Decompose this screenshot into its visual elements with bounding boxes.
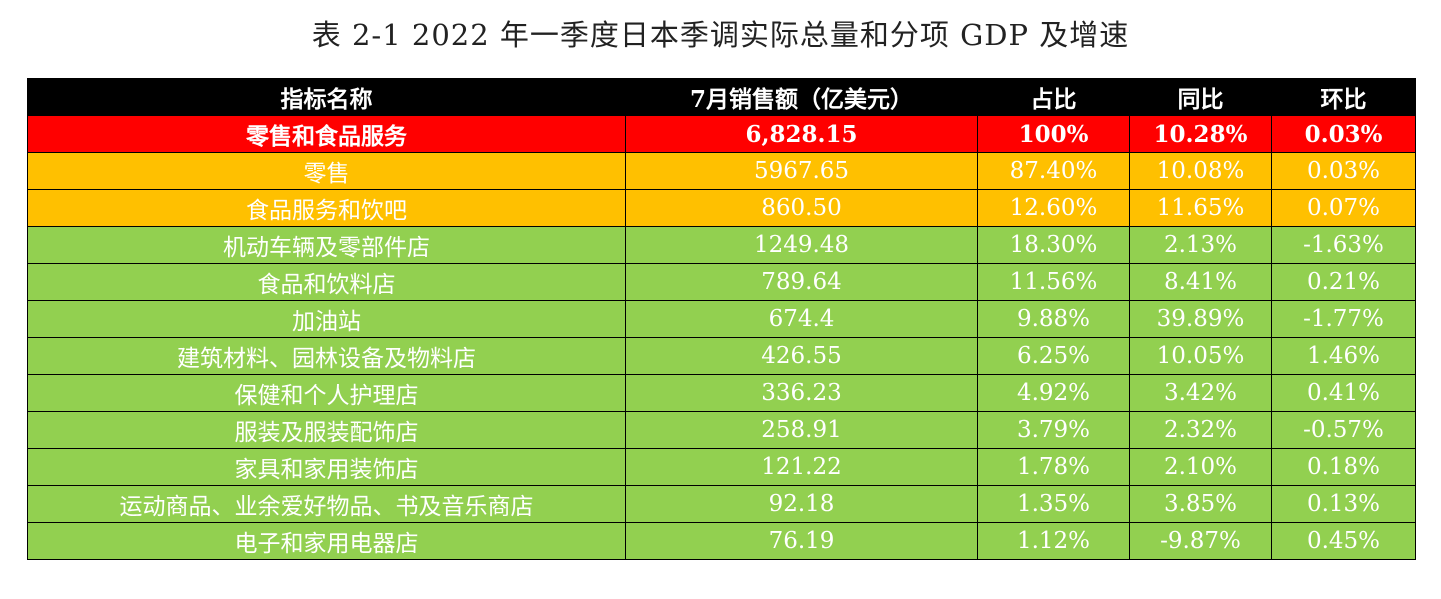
cell-name: 加油站	[27, 300, 626, 338]
cell-name: 零售	[27, 152, 626, 190]
cell-sales: 336.23	[625, 374, 978, 412]
cell-yoy: 8.41%	[1129, 263, 1272, 301]
cell-name: 食品和饮料店	[27, 263, 626, 301]
cell-share: 87.40%	[977, 152, 1130, 190]
cell-name: 电子和家用电器店	[27, 522, 626, 560]
cell-share: 100%	[977, 115, 1130, 153]
cell-name: 服装及服装配饰店	[27, 411, 626, 449]
cell-mom: 0.13%	[1271, 485, 1416, 523]
cell-share: 12.60%	[977, 189, 1130, 227]
cell-share: 9.88%	[977, 300, 1130, 338]
cell-yoy: -9.87%	[1129, 522, 1272, 560]
cell-name: 食品服务和饮吧	[27, 189, 626, 227]
cell-sales: 6,828.15	[625, 115, 978, 153]
table-row: 运动商品、业余爱好物品、书及音乐商店 92.18 1.35% 3.85% 0.1…	[27, 485, 1416, 523]
cell-yoy: 3.85%	[1129, 485, 1272, 523]
cell-sales: 92.18	[625, 485, 978, 523]
cell-name: 零售和食品服务	[27, 115, 626, 153]
cell-yoy: 10.05%	[1129, 337, 1272, 375]
table-caption: 表 2-1 2022 年一季度日本季调实际总量和分项 GDP 及增速	[311, 18, 1130, 52]
cell-sales: 1249.48	[625, 226, 978, 264]
cell-yoy: 2.13%	[1129, 226, 1272, 264]
cell-mom: 0.07%	[1271, 189, 1416, 227]
cell-share: 3.79%	[977, 411, 1130, 449]
cell-share: 6.25%	[977, 337, 1130, 375]
cell-yoy: 2.10%	[1129, 448, 1272, 486]
header-sales: 7月销售额（亿美元）	[625, 78, 978, 116]
cell-sales: 258.91	[625, 411, 978, 449]
table-row: 家具和家用装饰店 121.22 1.78% 2.10% 0.18%	[27, 448, 1416, 486]
cell-name: 家具和家用装饰店	[27, 448, 626, 486]
table-row: 服装及服装配饰店 258.91 3.79% 2.32% -0.57%	[27, 411, 1416, 449]
cell-sales: 789.64	[625, 263, 978, 301]
cell-mom: -1.77%	[1271, 300, 1416, 338]
cell-sales: 674.4	[625, 300, 978, 338]
cell-sales: 5967.65	[625, 152, 978, 190]
header-mom: 环比	[1271, 78, 1416, 116]
table-row: 机动车辆及零部件店 1249.48 18.30% 2.13% -1.63%	[27, 226, 1416, 264]
cell-share: 11.56%	[977, 263, 1130, 301]
table-row: 建筑材料、园林设备及物料店 426.55 6.25% 10.05% 1.46%	[27, 337, 1416, 375]
cell-share: 1.12%	[977, 522, 1130, 560]
cell-mom: 0.41%	[1271, 374, 1416, 412]
cell-sales: 860.50	[625, 189, 978, 227]
header-yoy: 同比	[1129, 78, 1272, 116]
header-share: 占比	[977, 78, 1130, 116]
table-row-retail: 零售 5967.65 87.40% 10.08% 0.03%	[27, 152, 1416, 190]
cell-name: 建筑材料、园林设备及物料店	[27, 337, 626, 375]
retail-sales-table: 指标名称 7月销售额（亿美元） 占比 同比 环比 零售和食品服务 6,828.1…	[27, 78, 1416, 560]
cell-sales: 121.22	[625, 448, 978, 486]
cell-name: 运动商品、业余爱好物品、书及音乐商店	[27, 485, 626, 523]
cell-yoy: 11.65%	[1129, 189, 1272, 227]
cell-mom: -1.63%	[1271, 226, 1416, 264]
cell-share: 4.92%	[977, 374, 1130, 412]
table-row-food-service: 食品服务和饮吧 860.50 12.60% 11.65% 0.07%	[27, 189, 1416, 227]
cell-share: 18.30%	[977, 226, 1130, 264]
cell-yoy: 39.89%	[1129, 300, 1272, 338]
cell-share: 1.35%	[977, 485, 1130, 523]
header-indicator-name: 指标名称	[27, 78, 626, 116]
cell-mom: 0.21%	[1271, 263, 1416, 301]
cell-mom: 0.45%	[1271, 522, 1416, 560]
cell-yoy: 2.32%	[1129, 411, 1272, 449]
cell-mom: -0.57%	[1271, 411, 1416, 449]
table-row-total: 零售和食品服务 6,828.15 100% 10.28% 0.03%	[27, 115, 1416, 153]
cell-mom: 0.18%	[1271, 448, 1416, 486]
table-row: 食品和饮料店 789.64 11.56% 8.41% 0.21%	[27, 263, 1416, 301]
table-row: 保健和个人护理店 336.23 4.92% 3.42% 0.41%	[27, 374, 1416, 412]
cell-yoy: 10.08%	[1129, 152, 1272, 190]
cell-yoy: 10.28%	[1129, 115, 1272, 153]
cell-mom: 1.46%	[1271, 337, 1416, 375]
cell-name: 保健和个人护理店	[27, 374, 626, 412]
cell-share: 1.78%	[977, 448, 1130, 486]
cell-yoy: 3.42%	[1129, 374, 1272, 412]
cell-sales: 426.55	[625, 337, 978, 375]
cell-sales: 76.19	[625, 522, 978, 560]
table-row: 电子和家用电器店 76.19 1.12% -9.87% 0.45%	[27, 522, 1416, 560]
table-row: 加油站 674.4 9.88% 39.89% -1.77%	[27, 300, 1416, 338]
table-header-row: 指标名称 7月销售额（亿美元） 占比 同比 环比	[27, 78, 1416, 116]
cell-name: 机动车辆及零部件店	[27, 226, 626, 264]
cell-mom: 0.03%	[1271, 115, 1416, 153]
cell-mom: 0.03%	[1271, 152, 1416, 190]
